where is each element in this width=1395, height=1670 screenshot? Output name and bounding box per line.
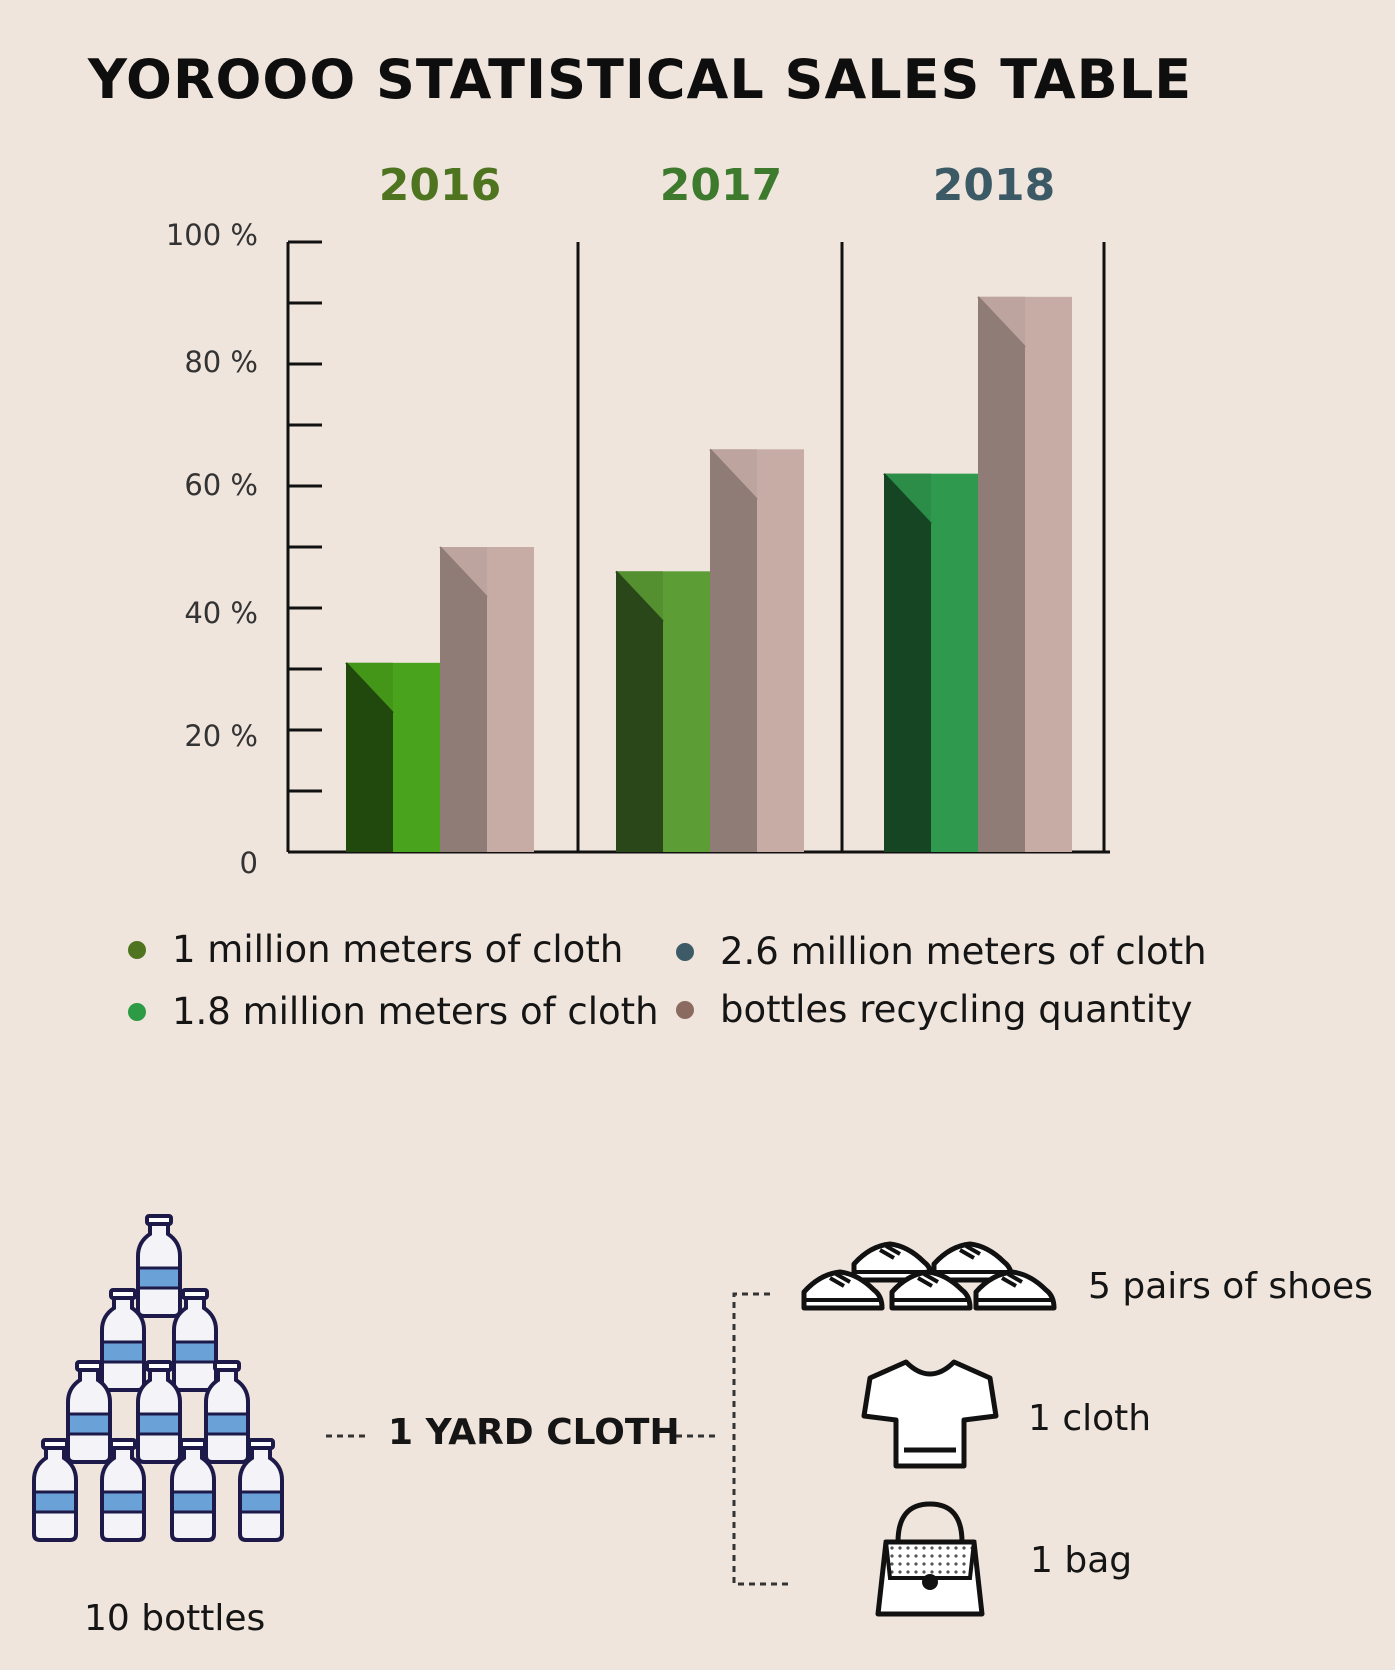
- year-label-2016: 2016: [378, 160, 502, 211]
- legend-label: 1.8 million meters of cloth: [172, 990, 659, 1033]
- bar-cloth-2016-shade: [346, 662, 393, 852]
- legend-label: bottles recycling quantity: [720, 988, 1193, 1031]
- bar-bottles-2017-shade: [710, 449, 757, 852]
- bar-chart: [286, 240, 1110, 854]
- bar-cloth-2016-cap: [346, 662, 440, 713]
- legend-dot: [676, 1000, 694, 1019]
- year-label-2017: 2017: [659, 160, 783, 211]
- legend-label: 1 million meters of cloth: [172, 928, 624, 971]
- y-tick-label: 20 %: [184, 719, 258, 753]
- bar-bottles-2018-shade: [978, 296, 1025, 852]
- bar-bottles-2017-edge: [709, 448, 758, 501]
- legend-item-2-6m: 2.6 million meters of cloth: [676, 930, 1207, 973]
- y-tick-label: 80 %: [184, 345, 258, 379]
- bar-cloth-2018: [883, 473, 978, 852]
- y-tick-label: 0: [239, 846, 258, 880]
- bar-bottles-2018-cap: [978, 296, 1072, 347]
- bag-label: 1 bag: [1030, 1540, 1133, 1581]
- legend-dot: [128, 1002, 146, 1021]
- y-tick-label: 100 %: [165, 218, 258, 252]
- bar-cloth-2016: [345, 662, 440, 852]
- yard-cloth-label: 1 YARD CLOTH: [388, 1412, 680, 1453]
- bar-cloth-2018-edge: [883, 473, 932, 525]
- bar-cloth-2016-edge: [345, 662, 394, 714]
- bar-bottles-2018-edge: [977, 296, 1026, 348]
- legend-item-1m: 1 million meters of cloth: [128, 928, 623, 971]
- year-label-2018: 2018: [932, 160, 1056, 211]
- legend-dot: [676, 942, 694, 961]
- cloth-label: 1 cloth: [1028, 1398, 1152, 1439]
- bar-cloth-2017: [615, 570, 710, 852]
- legend-item-1-8m: 1.8 million meters of cloth: [128, 990, 659, 1033]
- shoes-label: 5 pairs of shoes: [1088, 1266, 1373, 1307]
- legend-item-bottles: bottles recycling quantity: [676, 988, 1192, 1031]
- bar-cloth-2018-cap: [884, 473, 978, 524]
- chart-bars: [345, 296, 1072, 852]
- chart-title: YOROOO STATISTICAL SALES TABLE: [87, 48, 1193, 111]
- bottles-label: 10 bottles: [84, 1598, 266, 1639]
- bar-bottles-2016: [439, 546, 534, 852]
- y-tick-label: 40 %: [184, 596, 258, 630]
- bar-bottles-2016-cap: [440, 547, 534, 597]
- bar-cloth-2017-cap: [616, 571, 710, 622]
- legend-dot: [128, 940, 146, 959]
- bar-bottles-2016-shade: [440, 547, 487, 852]
- bar-cloth-2018-shade: [884, 473, 931, 852]
- bar-bottles-2016-edge: [439, 546, 488, 598]
- bar-cloth-2017-shade: [616, 571, 663, 852]
- bar-cloth-2017-edge: [615, 570, 664, 623]
- legend-label: 2.6 million meters of cloth: [720, 930, 1207, 973]
- bar-bottles-2017: [709, 448, 804, 852]
- bar-bottles-2017-cap: [710, 449, 804, 500]
- y-tick-label: 60 %: [184, 468, 258, 502]
- bar-bottles-2018: [977, 296, 1072, 852]
